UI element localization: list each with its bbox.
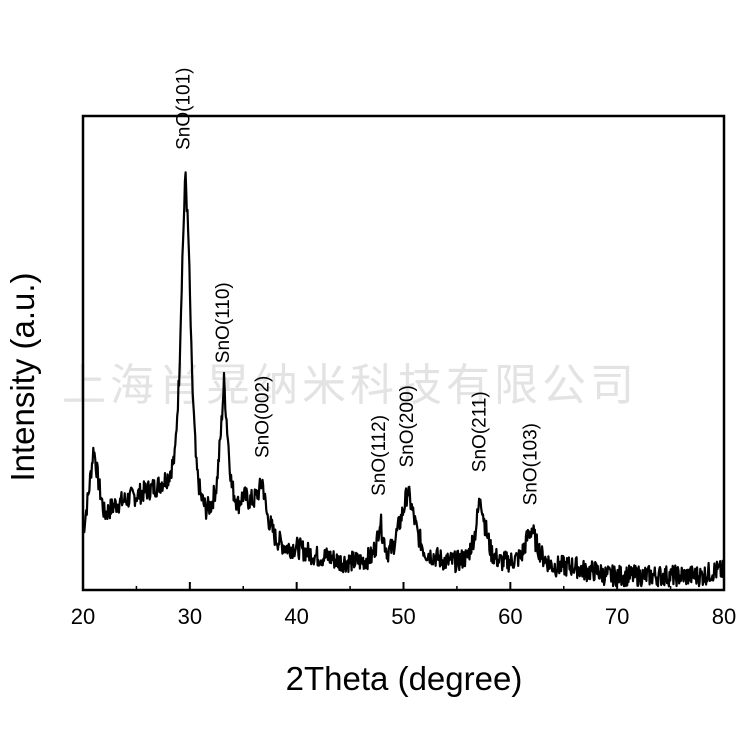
y-axis-title: Intensity (a.u.)	[4, 272, 41, 481]
x-tick-label: 40	[284, 604, 308, 629]
peak-label: SnO(103)	[521, 423, 542, 505]
peak-label: SnO(110)	[213, 282, 234, 363]
peak-label: SnO(211)	[469, 391, 490, 472]
x-axis-title: 2Theta (degree)	[286, 660, 523, 697]
peak-label: SnO(101)	[174, 68, 195, 150]
x-tick-label: 80	[712, 604, 736, 629]
x-tick-label: 60	[498, 604, 522, 629]
peak-label: SnO(112)	[369, 415, 390, 496]
x-tick-label: 50	[391, 604, 415, 629]
x-tick-label: 70	[605, 604, 629, 629]
peak-label: SnO(002)	[253, 376, 274, 458]
watermark-text: 上海肖晃纳米科技有限公司	[62, 360, 638, 411]
peak-label: SnO(200)	[397, 385, 418, 467]
x-tick-label: 20	[71, 604, 95, 629]
peak-annotations: SnO(101) SnO(110) SnO(002) SnO(112) SnO(200)…	[174, 68, 542, 506]
x-tick-label: 30	[178, 604, 202, 629]
x-axis-ticks: 20 30 40 50 60 70 80	[71, 582, 736, 629]
series-line	[81, 171, 726, 588]
